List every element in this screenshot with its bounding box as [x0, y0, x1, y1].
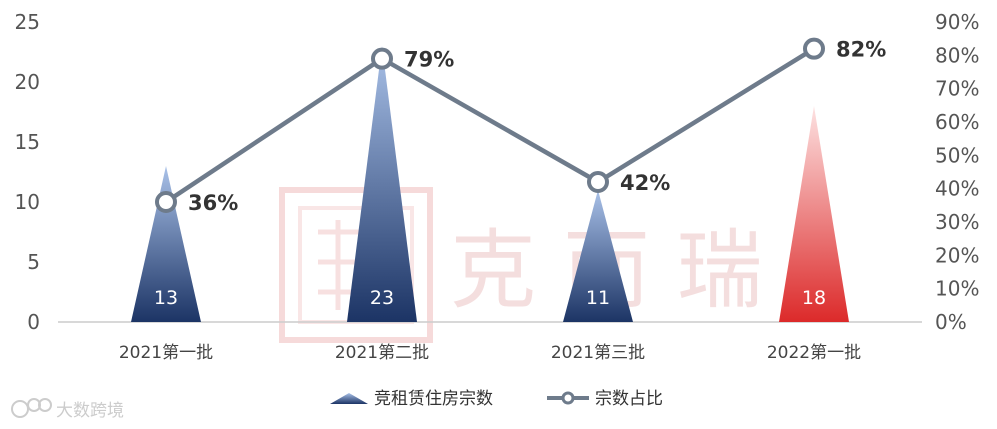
legend: 竞租赁住房宗数 宗数占比: [330, 389, 663, 409]
legend-line-icon: [547, 391, 589, 405]
line-point: [803, 37, 825, 60]
y-right-tick-label: 70%: [935, 77, 979, 101]
line-value-label: 42%: [620, 171, 670, 195]
bar-value-label: 18: [802, 287, 826, 309]
brand: 大数跨境: [11, 398, 124, 421]
brand-logo-icon: [11, 398, 52, 418]
y-right-tick-label: 80%: [935, 43, 979, 67]
share-line: [155, 37, 825, 213]
x-tick-label: 2021第一批: [119, 343, 213, 363]
line-value-label: 82%: [836, 38, 886, 62]
line-value-label: 79%: [404, 48, 454, 72]
legend-bar-label: 竞租赁住房宗数: [374, 389, 493, 409]
y-right-tick-label: 0%: [935, 310, 967, 334]
y-right-tick-label: 90%: [935, 10, 979, 34]
bar: [347, 46, 417, 322]
line-point: [155, 191, 177, 213]
y-left-tick-label: 5: [27, 250, 40, 274]
line-value-label: 36%: [188, 191, 238, 215]
legend-bar-icon: [330, 393, 368, 404]
y-left-tick-label: 10: [15, 190, 40, 214]
bars: [131, 46, 849, 322]
bar: [131, 166, 201, 322]
y-right-tick-label: 30%: [935, 210, 979, 234]
bar-value-label: 23: [370, 287, 394, 309]
y-right-tick-label: 60%: [935, 110, 979, 134]
bar-value-label: 11: [586, 287, 610, 309]
bar-value-label: 13: [154, 287, 178, 309]
y-left-tick-label: 25: [15, 10, 40, 34]
y-right-tick-label: 40%: [935, 177, 979, 201]
y-right-tick-label: 50%: [935, 143, 979, 167]
y-left-tick-label: 0: [27, 310, 40, 334]
line-point: [371, 47, 393, 70]
x-tick-label: 2021第二批: [335, 343, 429, 363]
y-left-tick-label: 20: [15, 70, 40, 94]
x-tick-label: 2022第一批: [767, 343, 861, 363]
data-labels: 13 23 11 18 36% 79% 42% 82%: [154, 38, 886, 309]
bar: [779, 106, 849, 322]
y-right-tick-label: 10%: [935, 277, 979, 301]
share-line-path: [164, 46, 816, 204]
legend-line-label: 宗数占比: [595, 389, 663, 409]
bar: [563, 190, 633, 322]
axes: 0 5 10 15 20 25 0% 10% 20% 30% 40% 50% 60% 70% 80% 90% 2…: [15, 10, 980, 363]
y-left-tick-label: 15: [15, 130, 40, 154]
y-right-tick-label: 20%: [935, 243, 979, 267]
brand-text: 大数跨境: [56, 401, 124, 421]
line-point: [587, 171, 609, 193]
x-tick-label: 2021第三批: [551, 343, 645, 363]
